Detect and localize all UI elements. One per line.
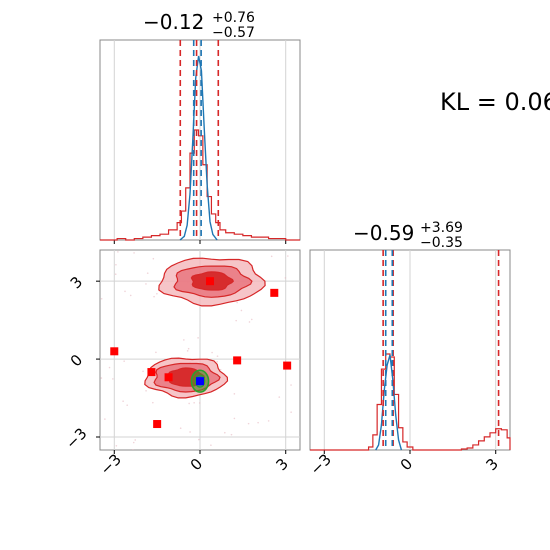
sample-point	[270, 255, 273, 258]
sample-point	[287, 255, 289, 257]
kl-label: KL = 0.06	[440, 88, 550, 116]
sample-point	[216, 355, 219, 357]
sample-point	[117, 251, 119, 253]
sample-point	[189, 431, 191, 433]
sample-point	[123, 360, 125, 362]
sample-point	[112, 378, 114, 380]
joint-panel	[100, 250, 300, 450]
sample-point	[235, 319, 237, 322]
sample-point	[179, 427, 182, 429]
reference-point	[233, 356, 242, 365]
sample-point	[193, 401, 195, 404]
sample-point	[132, 441, 135, 444]
sample-point	[145, 389, 147, 392]
sample-point	[122, 400, 124, 403]
sample-point	[233, 417, 236, 420]
reference-histogram	[100, 129, 300, 241]
sample-point	[156, 292, 158, 295]
marginal-1-title: −0.12	[143, 10, 204, 34]
sample-point	[126, 404, 129, 407]
reference-point	[153, 420, 162, 429]
sample-point	[240, 309, 243, 312]
sample-point	[230, 433, 233, 436]
sample-point	[188, 402, 190, 405]
marginal-1-panel	[100, 40, 300, 244]
sample-point	[187, 347, 190, 350]
joint-x-tick-label: 0	[187, 455, 206, 474]
marginal-2-panel	[310, 250, 511, 454]
sample-point	[115, 444, 118, 447]
sample-point	[124, 290, 126, 293]
sample-point	[142, 370, 144, 373]
sample-point	[290, 384, 292, 386]
marginal-2-x-tick-label: −3	[307, 450, 335, 478]
sample-point	[267, 420, 270, 422]
reference-point	[110, 347, 119, 356]
sample-point	[186, 350, 189, 352]
marginal-2-x-tick-label: 3	[482, 455, 501, 474]
sample-point	[210, 444, 212, 446]
marginal-2-x-tick-label: 0	[397, 455, 416, 474]
sample-point	[250, 318, 253, 321]
reference-point	[147, 368, 156, 377]
sample-point	[115, 263, 117, 266]
reference-point	[164, 373, 173, 382]
joint-x-tick-label: −3	[97, 450, 125, 478]
sample-point	[211, 351, 213, 354]
sample-point	[155, 351, 157, 354]
sample-point	[152, 257, 155, 260]
sample-point	[197, 337, 199, 339]
sample-point	[284, 277, 287, 279]
estimate-point	[196, 377, 204, 386]
sample-point	[216, 360, 218, 363]
estimate-curve	[375, 354, 403, 451]
joint-y-tick-label: 0	[67, 351, 86, 370]
sample-point	[152, 401, 154, 404]
reference-histogram	[310, 353, 511, 451]
marginal-2-title: −0.59	[353, 221, 414, 245]
reference-point	[206, 277, 214, 286]
sample-point	[132, 449, 134, 450]
marginal-1-title-minus: −0.57	[212, 25, 255, 41]
joint-y-tick-label: 3	[67, 273, 86, 292]
sample-point	[198, 402, 201, 404]
sample-point	[153, 295, 155, 298]
sample-point	[114, 273, 117, 276]
reference-point	[283, 361, 292, 370]
sample-point	[198, 438, 200, 441]
sample-point	[108, 366, 111, 369]
sample-point	[146, 272, 149, 274]
sample-point	[145, 283, 147, 285]
joint-x-tick-label: 3	[272, 455, 291, 474]
marginal-1-title-plus: +0.76	[212, 10, 255, 26]
sample-point	[247, 422, 250, 425]
sample-point	[129, 294, 132, 297]
sample-point	[100, 377, 103, 379]
marginal-2-title-minus: −0.35	[420, 235, 463, 251]
sample-point	[233, 393, 236, 395]
sample-point	[134, 439, 137, 441]
joint-y-tick-label: −3	[62, 424, 90, 452]
reference-point	[270, 288, 279, 297]
sample-point	[100, 297, 103, 300]
sample-point	[290, 411, 292, 413]
sample-point	[257, 421, 259, 424]
sample-point	[224, 431, 226, 434]
sample-point	[278, 396, 281, 398]
estimate-curve	[179, 55, 218, 241]
sample-point	[219, 368, 222, 371]
sample-point	[236, 301, 238, 304]
sample-point	[104, 418, 106, 420]
sample-point	[248, 321, 251, 323]
sample-point	[133, 252, 135, 254]
marginal-2-title-plus: +3.69	[420, 220, 463, 236]
sample-point	[183, 339, 185, 341]
